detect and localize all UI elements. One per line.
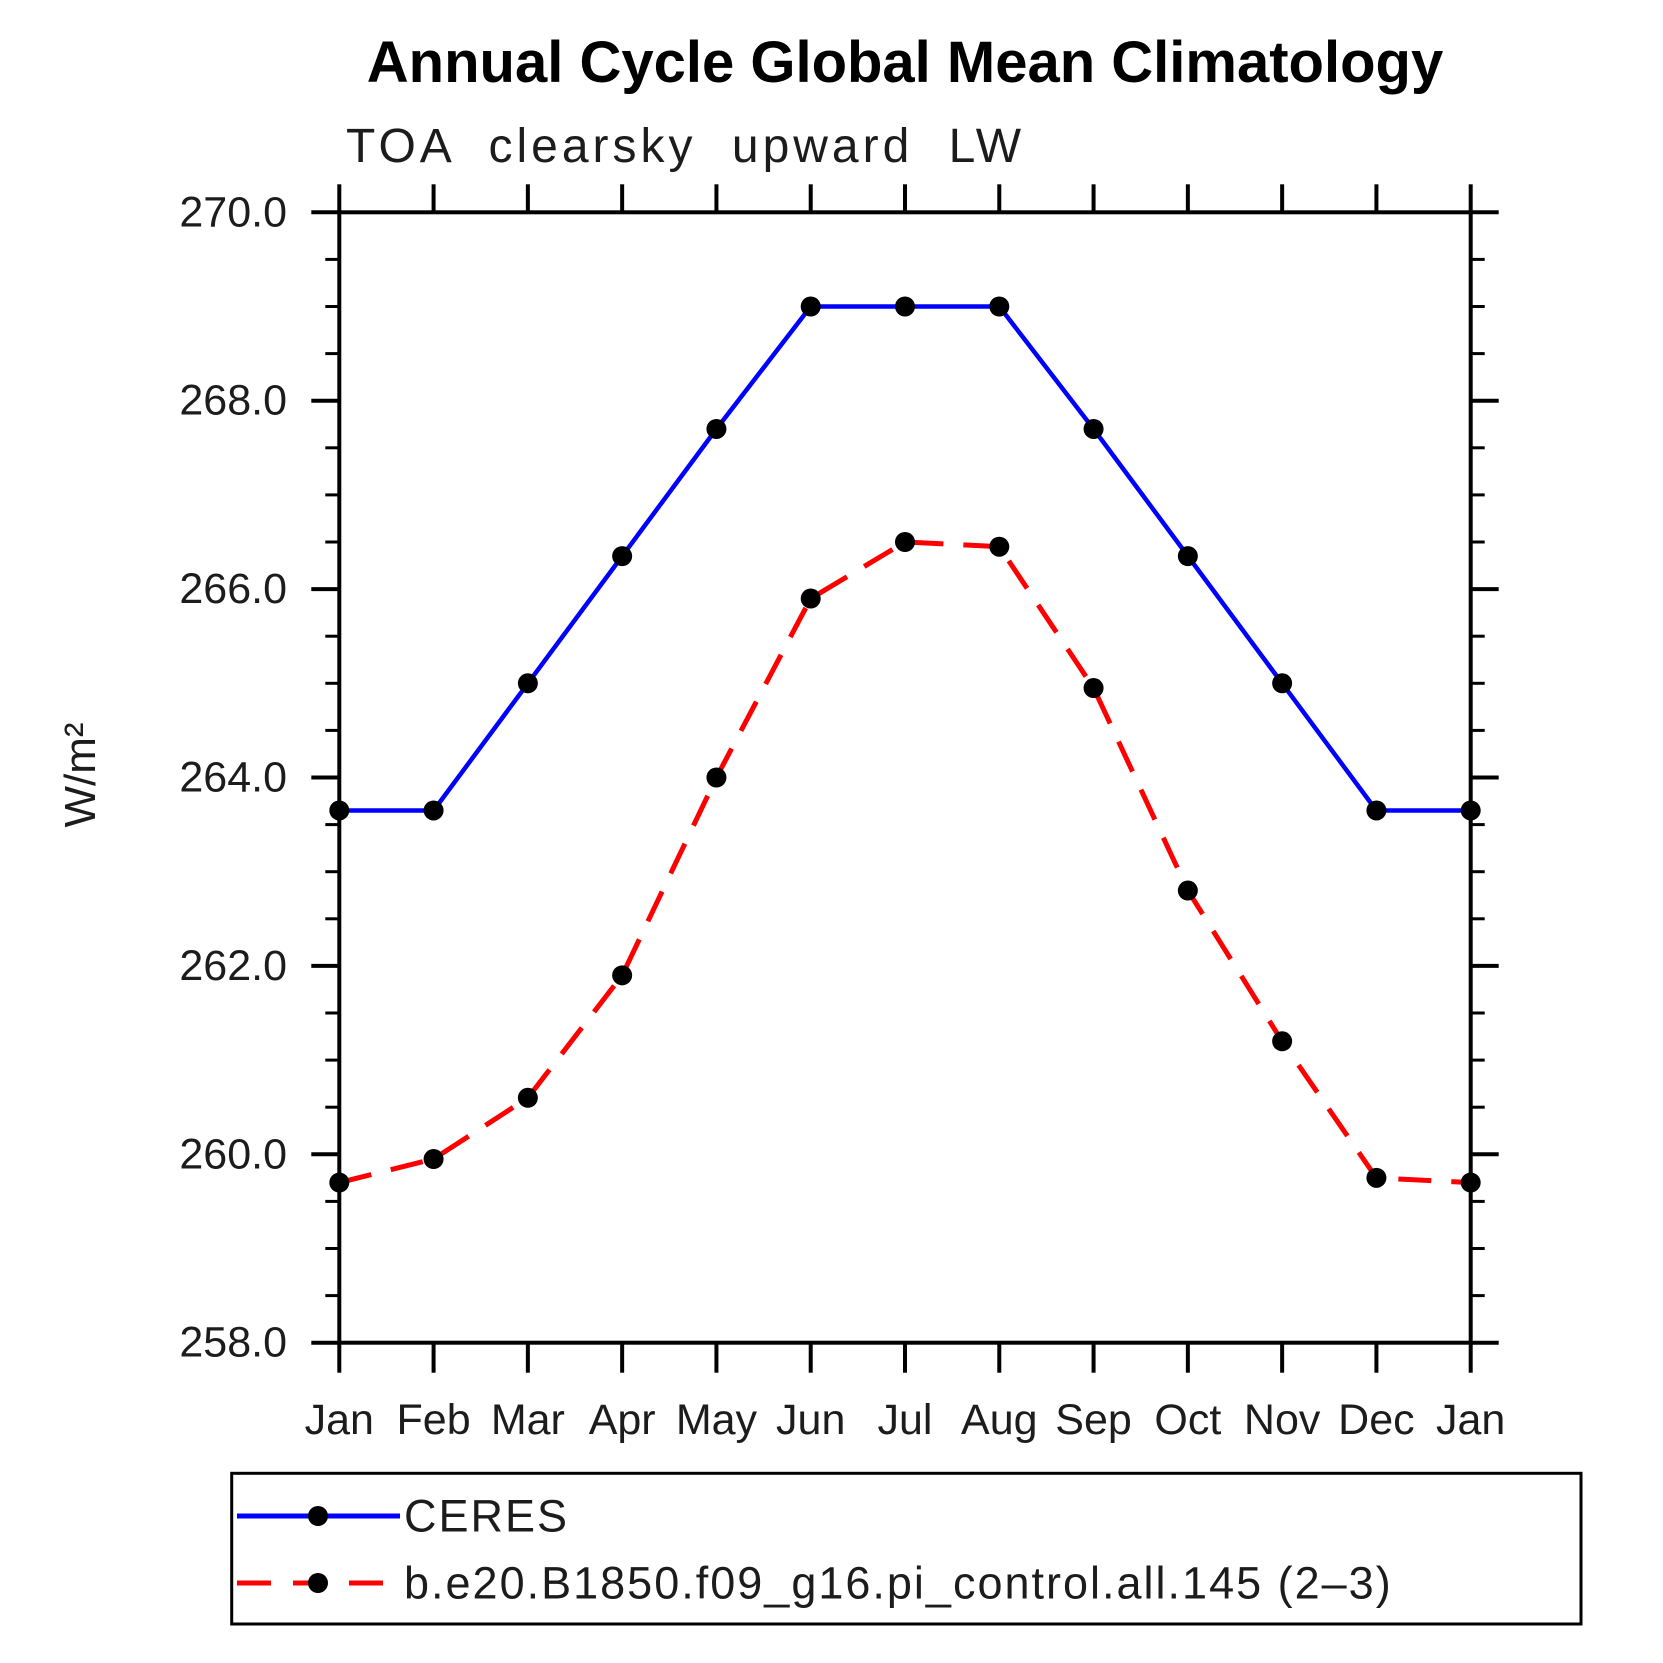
data-point-marker-model [517, 1087, 538, 1108]
x-tick-label: May [676, 1396, 758, 1444]
x-tick-label: Nov [1244, 1396, 1321, 1444]
x-tick-label: Feb [397, 1396, 471, 1444]
legend-label-ceres: CERES [404, 1491, 569, 1542]
y-axis-label: W/m² [56, 722, 105, 827]
data-point-marker-model [989, 536, 1010, 557]
y-tick-label: 270.0 [179, 188, 287, 236]
data-point-marker-ceres [989, 296, 1010, 317]
y-tick-label: 258.0 [179, 1319, 287, 1367]
data-point-marker-model [1366, 1167, 1387, 1188]
legend-entry-ceres: CERES [237, 1491, 569, 1542]
x-tick-label: Aug [961, 1396, 1038, 1444]
chart-subtitle: TOA clearsky upward LW [346, 120, 1025, 173]
data-point-marker-model [706, 767, 727, 788]
x-tick-label: Jun [776, 1396, 845, 1444]
legend-box [230, 1471, 1583, 1626]
x-tick-label: Oct [1154, 1396, 1221, 1444]
data-point-marker-model [1083, 678, 1104, 699]
y-tick-label: 268.0 [179, 377, 287, 425]
series-line-model [338, 539, 1471, 1186]
data-point-marker-ceres [1177, 546, 1198, 567]
data-point-marker-model [1272, 1031, 1293, 1052]
data-point-marker-model [329, 1172, 350, 1193]
x-tick-label: Jul [878, 1396, 933, 1444]
y-tick-label: 264.0 [179, 754, 287, 802]
legend-marker-dot-icon [308, 1573, 328, 1593]
plot-area: 270.0 268.0 266.0 264.0 262.0 260.0 258.0 Jan Fe… [179, 184, 1505, 1444]
x-tick-label: Sep [1055, 1396, 1132, 1444]
y-tick-label: 260.0 [179, 1130, 287, 1178]
data-point-marker-model [1177, 880, 1198, 901]
legend-marker-dot-icon [308, 1506, 328, 1526]
data-point-marker-ceres [1366, 800, 1387, 821]
y-tick-label: 262.0 [179, 942, 287, 990]
legend-label-model: b.e20.B1850.f09_g16.pi_control.all.145 (… [404, 1558, 1393, 1609]
data-point-marker-ceres [895, 296, 915, 317]
data-point-marker-model [800, 588, 821, 609]
data-point-marker-model [612, 965, 633, 986]
x-tick-label: Jan [1436, 1396, 1505, 1444]
x-tick-label: Jan [305, 1396, 374, 1444]
data-point-marker-ceres [612, 546, 633, 567]
data-point-marker-ceres [517, 673, 538, 694]
data-point-marker-model [423, 1149, 444, 1170]
data-point-marker-ceres [329, 800, 350, 821]
y-tick-label: 266.0 [179, 565, 287, 613]
data-point-marker-model [895, 532, 915, 552]
data-point-marker-ceres [1272, 673, 1293, 694]
legend-entry-model: b.e20.B1850.f09_g16.pi_control.all.145 (… [237, 1558, 1393, 1609]
x-tick-label: Dec [1338, 1396, 1414, 1444]
data-point-marker-ceres [1083, 418, 1104, 439]
legend: CERES b.e20.B1850.f09_g16.pi_control.all… [230, 1471, 1583, 1626]
series-line-ceres [339, 304, 1471, 813]
x-tick-label: Mar [491, 1396, 565, 1444]
data-point-marker-model [1460, 1172, 1481, 1193]
chart-title: Annual Cycle Global Mean Climatology [367, 30, 1443, 95]
x-tick-label: Apr [589, 1396, 656, 1444]
data-point-marker-ceres [706, 418, 727, 439]
data-point-marker-ceres [423, 800, 444, 821]
data-point-marker-ceres [800, 296, 821, 317]
axis-frame [337, 210, 1473, 1345]
data-point-marker-ceres [1460, 800, 1481, 821]
